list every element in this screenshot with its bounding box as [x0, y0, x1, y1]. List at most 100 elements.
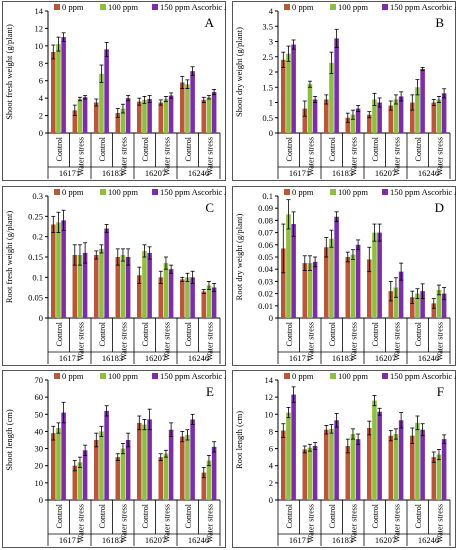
bar [420, 68, 425, 133]
x-category-label: Water stress [349, 322, 358, 361]
x-category-label: Control [184, 136, 193, 161]
bar [168, 95, 174, 133]
x-category-label: Water stress [119, 504, 128, 543]
y-tick-label: 0.1 [262, 191, 273, 201]
x-category-label: Water stress [162, 322, 171, 361]
panel-frame [232, 1, 456, 181]
bar [441, 439, 447, 500]
x-group-label: 16171 [59, 535, 80, 545]
x-category-label: Water stress [349, 504, 358, 543]
y-tick-label: 60 [35, 392, 44, 402]
y-tick-label: 0.04 [258, 264, 274, 274]
bar [185, 84, 190, 133]
bar [137, 422, 142, 500]
x-group-label: 16207 [145, 168, 166, 178]
bar [415, 422, 420, 500]
x-category-label: Control [184, 321, 193, 346]
legend-swatch [330, 4, 336, 10]
legend-swatch [382, 189, 388, 195]
x-group-label: 16171 [59, 168, 80, 178]
y-tick-label: 10 [35, 41, 44, 51]
bar [372, 232, 377, 318]
bar [77, 99, 83, 133]
bar [345, 117, 351, 133]
bar [77, 462, 83, 500]
bar [61, 412, 66, 500]
x-category-label: Control [371, 321, 380, 346]
bar [104, 228, 109, 318]
bar [372, 99, 377, 133]
legend-swatch [100, 189, 106, 195]
x-category-label: Control [184, 503, 193, 528]
bar [104, 49, 109, 133]
legend-label: 100 ppm [338, 187, 368, 197]
y-tick-label: 4 [269, 461, 274, 471]
bar [302, 449, 308, 500]
y-axis-title: Root length (cm) [234, 411, 244, 469]
bar [142, 250, 147, 318]
bar [190, 71, 195, 133]
y-tick-label: 0.02 [258, 289, 273, 299]
y-tick-label: 0.5 [262, 113, 273, 123]
bar [431, 457, 437, 500]
y-tick-label: 0.09 [258, 203, 273, 213]
bar [302, 108, 308, 133]
bar [355, 244, 361, 318]
bar [350, 114, 356, 133]
bar [436, 289, 442, 318]
bar [388, 105, 394, 133]
bar [190, 277, 195, 318]
bar [120, 254, 126, 318]
x-category-label: Control [285, 321, 294, 346]
legend-swatch [330, 189, 336, 195]
bar [163, 99, 169, 133]
chart-panel-e: 0 10 20 30 40 50 60 70 Shoot length (cm) E Control… [2, 370, 226, 548]
legend-label: 100 ppm [108, 187, 138, 197]
y-tick-label: 2 [269, 478, 273, 488]
y-tick-label: 2 [269, 67, 273, 77]
x-group-label: 16246 [418, 535, 439, 545]
bar [436, 454, 442, 500]
x-group-label: 16246 [188, 353, 209, 363]
chart-panel-f: 0 2 4 6 8 10 12 14 Root length (cm) F Control Water… [232, 370, 456, 548]
x-category-label: Water stress [435, 322, 444, 361]
bar [436, 99, 442, 133]
panel-frame [2, 370, 226, 548]
bar [72, 465, 78, 500]
x-category-label: Water stress [306, 322, 315, 361]
y-tick-label: 4 [39, 93, 44, 103]
x-group-label: 16246 [418, 168, 439, 178]
bar [441, 293, 447, 318]
x-category-label: Control [98, 136, 107, 161]
legend-swatch [382, 373, 388, 379]
bar [142, 424, 147, 500]
y-tick-label: 30 [35, 444, 44, 454]
bar [367, 428, 372, 500]
bar [147, 252, 152, 318]
x-group-label: 16207 [375, 535, 396, 545]
bar [420, 429, 425, 500]
bar [56, 44, 61, 133]
y-tick-label: 2.5 [262, 52, 273, 62]
bar-chart-f: 0 2 4 6 8 10 12 14 Root length (cm) F Control Water… [232, 370, 456, 548]
bar [180, 436, 185, 500]
legend-swatch [54, 373, 60, 379]
legend-label: 150 ppm Ascorbic Acid [390, 371, 456, 381]
x-category-label: Water stress [76, 504, 85, 543]
legend-swatch [152, 4, 158, 10]
x-category-label: Control [328, 136, 337, 161]
legend-swatch [284, 189, 290, 195]
x-group-label: 16207 [375, 353, 396, 363]
x-category-label: Control [141, 503, 150, 528]
bar [190, 419, 195, 500]
bar [393, 287, 399, 318]
x-category-label: Water stress [205, 137, 214, 176]
y-tick-label: 12 [265, 392, 274, 402]
legend-swatch [284, 373, 290, 379]
y-tick-label: 6 [39, 76, 43, 86]
y-tick-label: 3 [269, 37, 273, 47]
x-group-label: 16183 [332, 353, 353, 363]
y-tick-label: 1.5 [262, 82, 273, 92]
x-category-label: Water stress [162, 137, 171, 176]
legend-swatch [330, 373, 336, 379]
